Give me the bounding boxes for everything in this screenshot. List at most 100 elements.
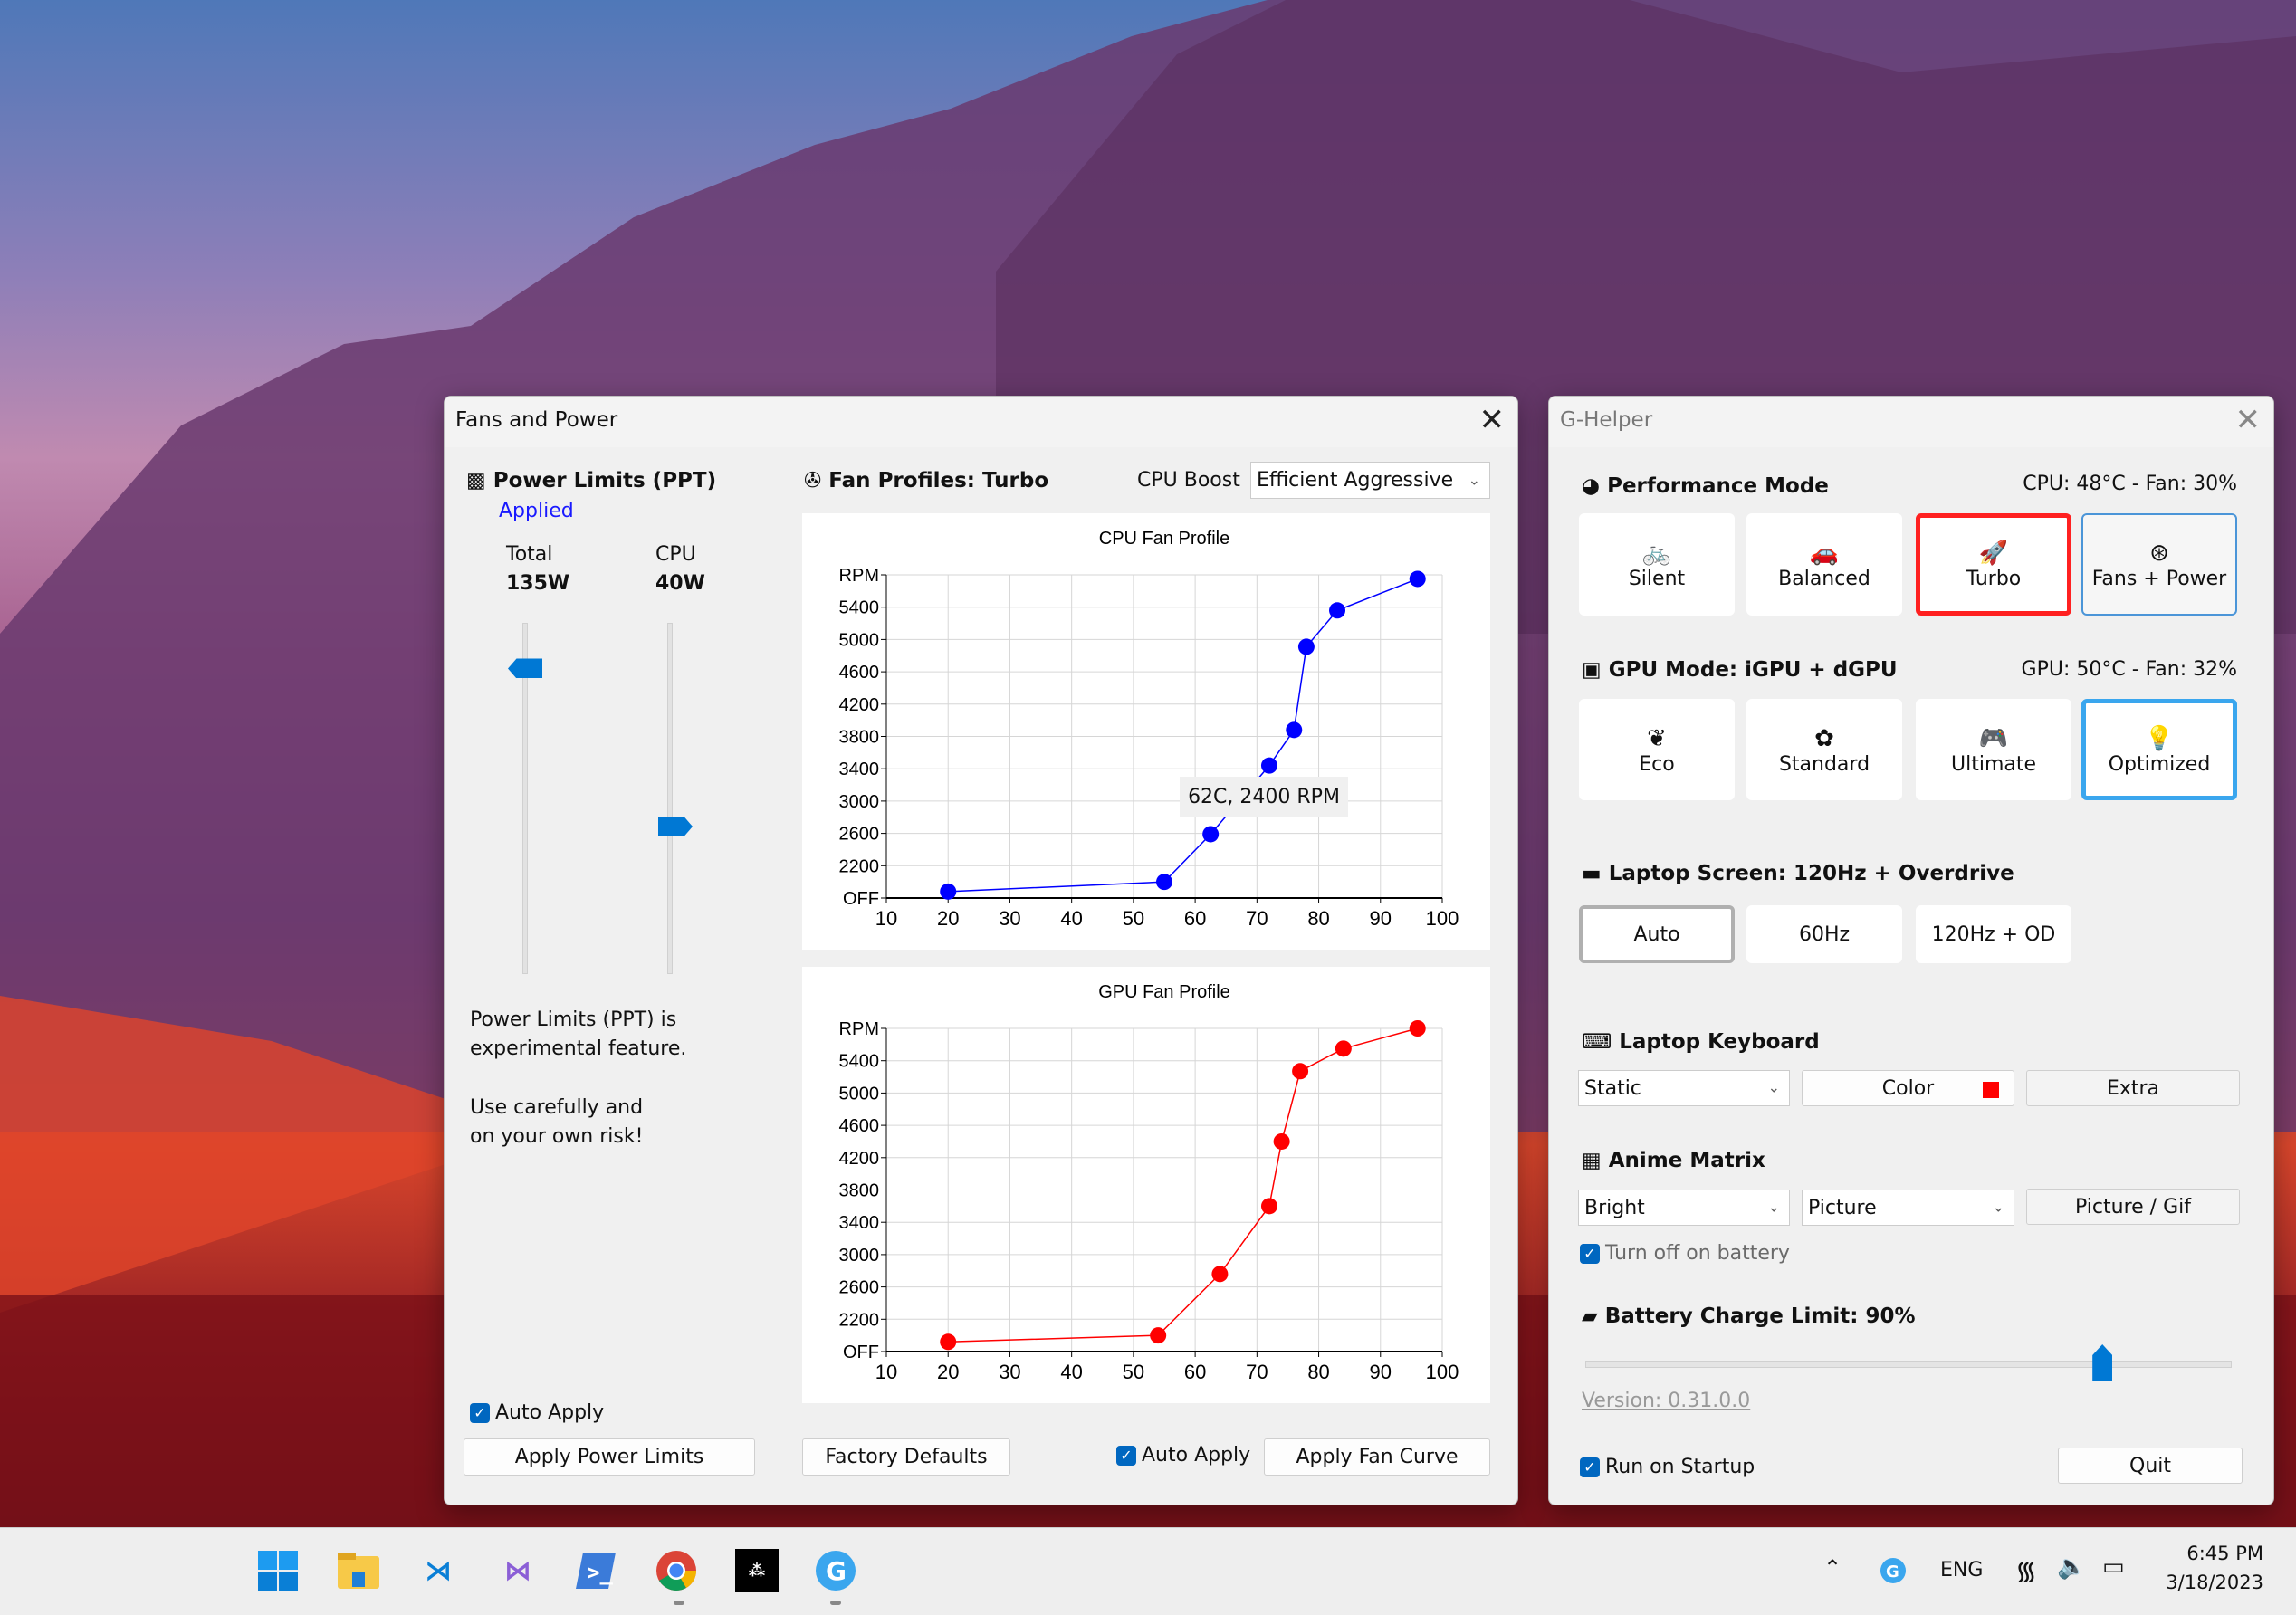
fan-curve-point[interactable]: [940, 883, 957, 900]
perf-button-balanced[interactable]: 🚗 Balanced: [1746, 513, 1902, 616]
fan-curve-point[interactable]: [1260, 1198, 1277, 1215]
file-explorer-icon[interactable]: [337, 1549, 380, 1592]
apply-power-limits-button[interactable]: Apply Power Limits: [464, 1438, 755, 1476]
battery-limit-slider[interactable]: [1585, 1333, 2232, 1388]
keyboard-mode-dropdown[interactable]: Static ⌄: [1578, 1070, 1790, 1106]
screen-button-auto[interactable]: Auto: [1579, 905, 1735, 963]
vscode-icon[interactable]: ⋊: [425, 1554, 452, 1587]
speedometer-icon: ◕: [1582, 474, 1601, 498]
perf-button-fans-power[interactable]: ⊛ Fans + Power: [2081, 513, 2237, 616]
fan-curve-point[interactable]: [940, 1333, 957, 1351]
fan-curve-point[interactable]: [1297, 638, 1315, 655]
checkbox-checked-icon: ✓: [1580, 1244, 1600, 1264]
cpu-boost-dropdown[interactable]: Efficient Aggressive ⌄: [1250, 462, 1490, 499]
show-hidden-icons-chevron-icon[interactable]: ⌃: [1823, 1555, 1842, 1581]
close-icon[interactable]: ✕: [2234, 402, 2262, 438]
factory-defaults-button[interactable]: Factory Defaults: [802, 1438, 1010, 1476]
fan-curve-point[interactable]: [1292, 1063, 1309, 1080]
gpu-fan-chart-svg[interactable]: GPU Fan Profile 10 20 30 40 50 60 70 80 90 100 OFF 2…: [802, 967, 1490, 1403]
visual-studio-icon[interactable]: ⋈: [504, 1554, 531, 1587]
keyboard-color-button[interactable]: Color: [1802, 1070, 2014, 1106]
picture-gif-button[interactable]: Picture / Gif: [2026, 1189, 2240, 1225]
fan-curve-line: [948, 578, 1418, 893]
cpu-fan-chart[interactable]: CPU Fan Profile 10 20 30 40 50 60 70 80 90 100 OFF 2…: [802, 513, 1490, 950]
button-label: Auto: [1633, 922, 1680, 946]
x-tick-label: 20: [937, 907, 959, 930]
close-icon[interactable]: ✕: [1478, 402, 1506, 438]
apply-fan-curve-button[interactable]: Apply Fan Curve: [1264, 1438, 1490, 1476]
gamepad-icon: 🎮: [1978, 724, 2009, 752]
y-tick-label: 5400: [839, 598, 880, 618]
title-bar[interactable]: Fans and Power ✕: [445, 397, 1517, 447]
wifi-icon[interactable]: ᯾: [2015, 1556, 2037, 1586]
y-tick-label: 4200: [839, 695, 880, 715]
fan-curve-point[interactable]: [1260, 757, 1277, 774]
cpu-power-slider[interactable]: [653, 623, 693, 974]
battery-icon[interactable]: ▭: [2102, 1553, 2125, 1581]
gpu-button-eco[interactable]: ❦ Eco: [1579, 699, 1735, 800]
power-auto-apply-checkbox[interactable]: ✓ Auto Apply: [470, 1401, 604, 1424]
fan-curve-point[interactable]: [1202, 826, 1220, 843]
x-tick-label: 90: [1370, 907, 1392, 930]
g-helper-tray-icon[interactable]: G: [1880, 1557, 1907, 1588]
gpu-fan-chart[interactable]: GPU Fan Profile 10 20 30 40 50 60 70 80 90 100 OFF 2…: [802, 967, 1490, 1403]
button-label: 60Hz: [1798, 922, 1851, 946]
keyboard-extra-button[interactable]: Extra: [2026, 1070, 2240, 1106]
gpu-mode-title: GPU Mode: iGPU + dGPU: [1608, 658, 1898, 682]
perf-button-silent[interactable]: 🚲 Silent: [1579, 513, 1735, 616]
powershell-icon[interactable]: >_: [574, 1549, 617, 1592]
slider-thumb[interactable]: [508, 658, 542, 679]
total-power-slider[interactable]: [508, 623, 544, 974]
matrix-grid-icon: ▦: [1582, 1149, 1602, 1172]
fan-curve-point[interactable]: [1286, 721, 1303, 739]
gpu-button-optimized[interactable]: 💡 Optimized: [2081, 699, 2237, 800]
chrome-icon[interactable]: [655, 1549, 698, 1592]
y-tick-label: 3400: [839, 1213, 880, 1233]
clock-date[interactable]: 3/18/2023: [2166, 1572, 2263, 1593]
tidal-icon[interactable]: ⁂: [735, 1549, 779, 1592]
y-tick-label: OFF: [843, 889, 879, 909]
y-tick-label: 3800: [839, 1181, 880, 1201]
svg-text:>_: >_: [587, 1560, 613, 1585]
laptop-screen-title: Laptop Screen: 120Hz + Overdrive: [1608, 862, 2014, 885]
slider-thumb[interactable]: [2092, 1344, 2113, 1381]
warning-text-3: Use carefully and: [470, 1096, 644, 1119]
button-label: Eco: [1639, 752, 1675, 776]
svg-text:G: G: [1886, 1562, 1899, 1582]
clock-time[interactable]: 6:45 PM: [2186, 1543, 2263, 1564]
checkbox-checked-icon: ✓: [470, 1403, 490, 1423]
volume-icon[interactable]: 🔈: [2057, 1553, 2087, 1581]
fan-curve-point[interactable]: [1211, 1266, 1229, 1283]
screen-button-60hz[interactable]: 60Hz: [1746, 905, 1902, 963]
cpu-chip-icon: ▩: [466, 469, 486, 492]
version-link[interactable]: Version: 0.31.0.0: [1582, 1390, 1751, 1412]
gpu-button-standard[interactable]: ✿ Standard: [1746, 699, 1902, 800]
fan-curve-point[interactable]: [1329, 602, 1346, 619]
anime-brightness-value: Bright: [1584, 1196, 1645, 1219]
start-icon[interactable]: [256, 1549, 300, 1592]
cpu-stats: CPU: 48°C - Fan: 30%: [2023, 473, 2237, 495]
gpu-button-ultimate[interactable]: 🎮 Ultimate: [1916, 699, 2071, 800]
perf-button-turbo[interactable]: 🚀 Turbo: [1916, 513, 2071, 616]
quit-button[interactable]: Quit: [2058, 1448, 2243, 1484]
turn-off-on-battery-checkbox[interactable]: ✓ Turn off on battery: [1580, 1242, 1790, 1265]
fan-curve-point[interactable]: [1335, 1040, 1352, 1057]
g-helper-icon[interactable]: G: [814, 1549, 857, 1592]
fan-curve-point[interactable]: [1156, 874, 1172, 891]
fan-curve-point[interactable]: [1273, 1132, 1290, 1150]
anime-mode-dropdown[interactable]: Picture ⌄: [1802, 1190, 2014, 1226]
fan-curve-point[interactable]: [1409, 1020, 1426, 1037]
cpu-fan-chart-svg[interactable]: CPU Fan Profile 10 20 30 40 50 60 70 80 90 100 OFF 2…: [802, 513, 1490, 950]
fan-auto-apply-checkbox[interactable]: ✓ Auto Apply: [1116, 1444, 1250, 1467]
run-on-startup-checkbox[interactable]: ✓ Run on Startup: [1580, 1456, 1755, 1478]
fan-curve-point[interactable]: [1409, 570, 1426, 588]
checkbox-checked-icon: ✓: [1580, 1457, 1600, 1477]
chevron-down-icon: ⌄: [1767, 1198, 1780, 1216]
slider-thumb[interactable]: [658, 817, 693, 837]
fan-curve-point[interactable]: [1150, 1327, 1167, 1344]
language-indicator[interactable]: ENG: [1940, 1559, 1984, 1582]
anime-brightness-dropdown[interactable]: Bright ⌄: [1578, 1190, 1790, 1226]
lightbulb-gear-icon: 💡: [2144, 724, 2175, 752]
screen-button-120hz-od[interactable]: 120Hz + OD: [1916, 905, 2071, 963]
title-bar[interactable]: G-Helper ✕: [1549, 397, 2273, 447]
